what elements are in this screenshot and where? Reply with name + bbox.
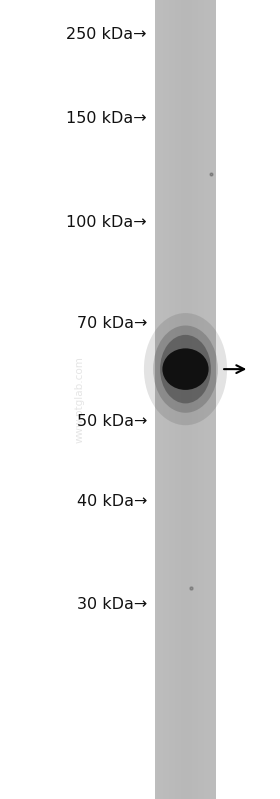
Bar [193, 0, 196, 799]
Bar [202, 0, 204, 799]
Bar [167, 0, 170, 799]
Bar [155, 0, 216, 799]
Text: 250 kDa→: 250 kDa→ [67, 27, 147, 42]
Bar [209, 0, 212, 799]
Bar [161, 0, 164, 799]
Bar [155, 0, 158, 799]
Bar [183, 0, 186, 799]
Ellipse shape [153, 325, 218, 413]
Bar [195, 0, 198, 799]
Ellipse shape [160, 335, 211, 403]
Text: 100 kDa→: 100 kDa→ [66, 215, 147, 229]
Bar [197, 0, 200, 799]
Text: www.ptglab.com: www.ptglab.com [75, 356, 85, 443]
Ellipse shape [144, 313, 227, 425]
Bar [169, 0, 172, 799]
Bar [174, 0, 176, 799]
Bar [186, 0, 188, 799]
Ellipse shape [162, 348, 209, 390]
Bar [179, 0, 182, 799]
Bar [206, 0, 208, 799]
Bar [165, 0, 168, 799]
Bar [176, 0, 178, 799]
Text: 70 kDa→: 70 kDa→ [77, 316, 147, 331]
Bar [159, 0, 162, 799]
Bar [188, 0, 190, 799]
Bar [212, 0, 214, 799]
Text: 40 kDa→: 40 kDa→ [77, 495, 147, 509]
Bar [214, 0, 216, 799]
Bar [181, 0, 184, 799]
Bar [157, 0, 160, 799]
Bar [204, 0, 206, 799]
Text: 150 kDa→: 150 kDa→ [66, 111, 147, 125]
Bar [164, 0, 166, 799]
Bar [171, 0, 174, 799]
Bar [178, 0, 180, 799]
Bar [192, 0, 194, 799]
Bar [190, 0, 192, 799]
Bar [207, 0, 210, 799]
Text: 30 kDa→: 30 kDa→ [77, 598, 147, 612]
Bar [200, 0, 202, 799]
Text: 50 kDa→: 50 kDa→ [77, 415, 147, 429]
